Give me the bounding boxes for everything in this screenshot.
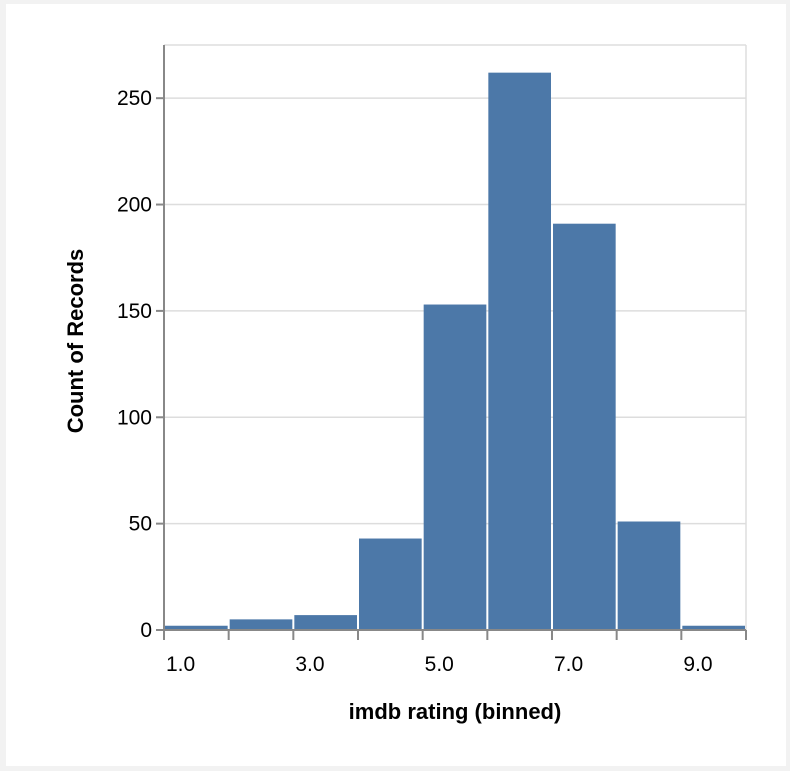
x-axis-title: imdb rating (binned) xyxy=(349,699,562,724)
y-tick-label: 150 xyxy=(117,300,152,323)
histogram-bar xyxy=(359,538,422,630)
histogram-bar xyxy=(553,223,616,630)
x-tick-label: 3.0 xyxy=(295,653,324,676)
histogram-bar xyxy=(423,304,487,630)
y-tick-label: 0 xyxy=(140,619,152,642)
y-tick-label: 100 xyxy=(117,406,152,429)
histogram-bar xyxy=(488,72,551,631)
x-tick-label: 7.0 xyxy=(554,653,583,676)
x-tick-label: 5.0 xyxy=(425,653,454,676)
axis-layer: 0 50 100 150 200 250 1.0 3.0 5.0 7.0 9.0 xyxy=(117,45,747,676)
y-tick-label: 50 xyxy=(129,513,152,536)
histogram-bar xyxy=(294,615,357,630)
histogram-bar xyxy=(229,619,293,630)
y-tick-label: 250 xyxy=(117,87,152,110)
histogram-bar xyxy=(165,625,228,630)
y-axis-title: Count of Records xyxy=(63,249,88,434)
y-tick-label: 200 xyxy=(117,194,152,217)
x-tick-label: 9.0 xyxy=(683,653,712,676)
histogram-bar xyxy=(617,521,681,630)
histogram-chart: 0 50 100 150 200 250 1.0 3.0 5.0 7.0 9.0 imdb rati… xyxy=(63,44,747,724)
x-tick-label: 1.0 xyxy=(166,653,195,676)
bar-layer xyxy=(165,72,745,631)
histogram-bar xyxy=(682,625,745,630)
chart-frame: 0 50 100 150 200 250 1.0 3.0 5.0 7.0 9.0 imdb rati… xyxy=(6,4,786,766)
